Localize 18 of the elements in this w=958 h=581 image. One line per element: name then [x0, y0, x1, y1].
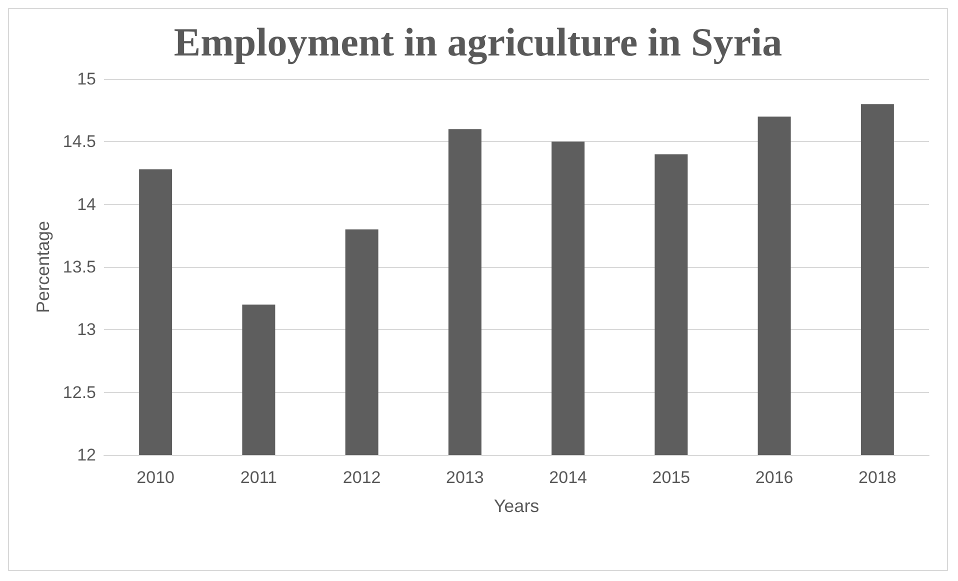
- y-tick-label: 13.5: [62, 258, 96, 276]
- x-axis-title: Years: [494, 496, 540, 516]
- x-tick-label: 2016: [755, 468, 794, 487]
- y-tick-label: 14: [77, 194, 96, 214]
- x-tick-label: 2013: [446, 468, 484, 487]
- x-tick-label: 2011: [240, 468, 277, 487]
- chart-title: Employment in agriculture in Syria: [174, 20, 782, 64]
- x-tick-label: 2014: [549, 468, 587, 487]
- y-tick-label: 13: [77, 320, 96, 340]
- x-tick-label: 2010: [136, 468, 174, 487]
- y-tick-label: 15: [77, 70, 96, 88]
- y-axis-title: Percentage: [33, 220, 53, 314]
- y-tick-label: 12: [77, 446, 96, 464]
- x-tick-label: 2012: [342, 468, 381, 487]
- x-tick-label: 2018: [858, 468, 896, 487]
- y-tick-label: 14.5: [62, 132, 96, 152]
- y-tick-label: 12.5: [62, 382, 96, 402]
- x-tick-label: 2015: [652, 468, 690, 487]
